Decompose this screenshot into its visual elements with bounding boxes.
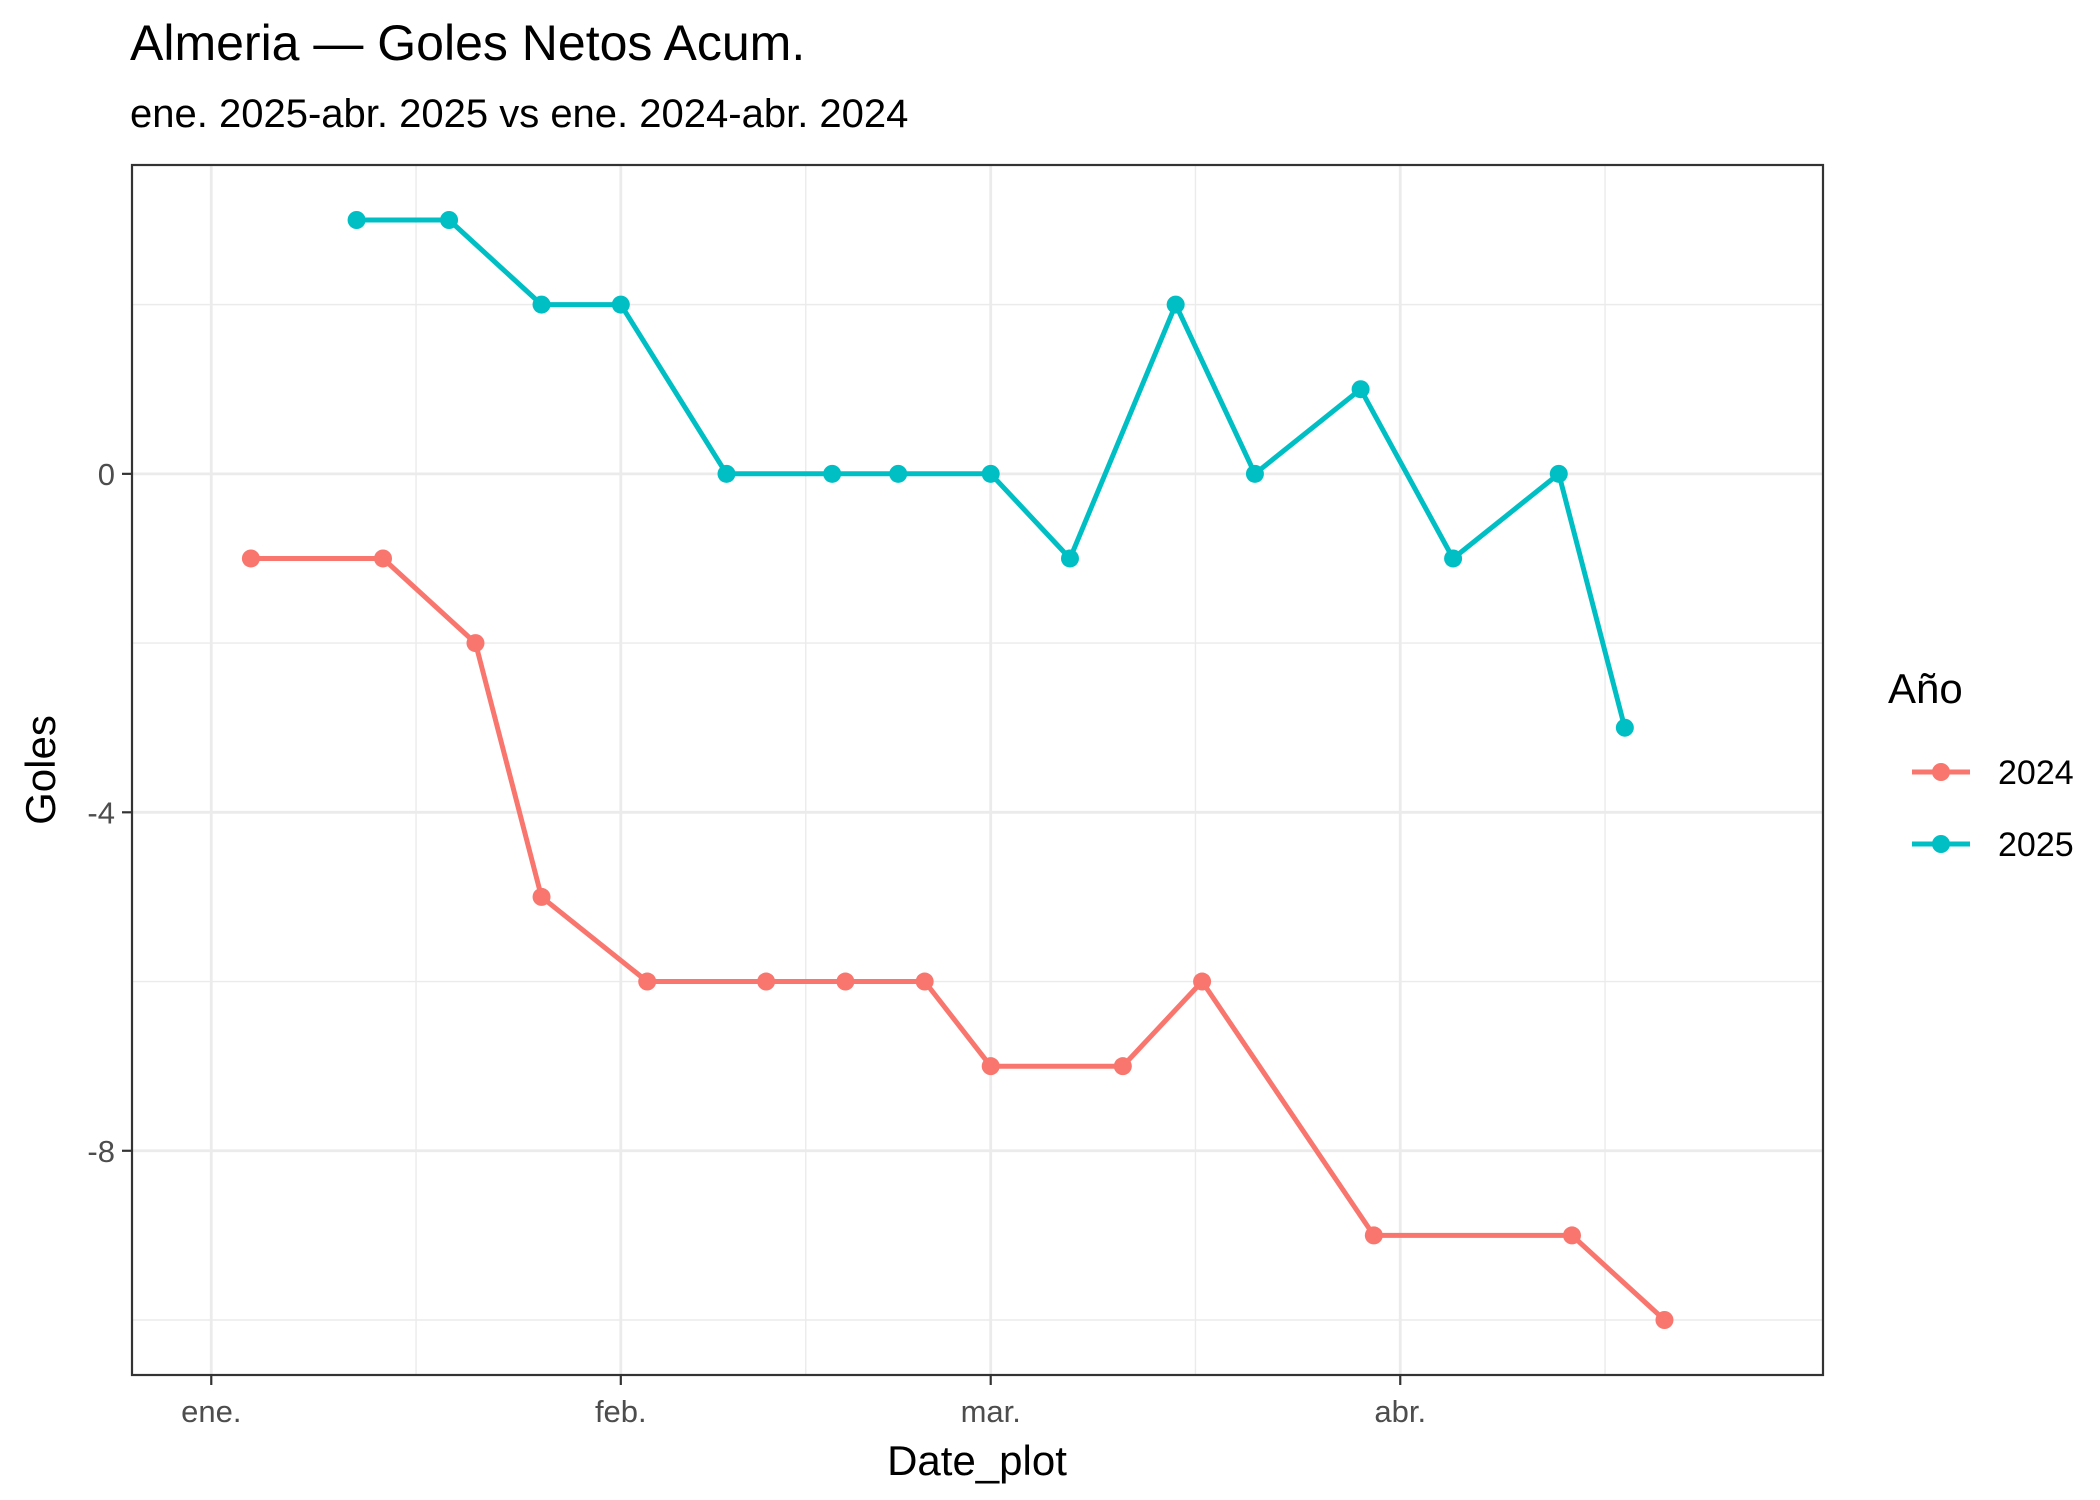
- x-axis: ene. feb. mar. abr.: [181, 1375, 1426, 1429]
- data-point-2024: [1193, 972, 1212, 991]
- data-point-2025: [1351, 380, 1370, 399]
- data-point-2025: [1166, 295, 1185, 314]
- y-axis: 0 -4 -8: [87, 457, 132, 1169]
- data-point-2024: [757, 972, 776, 991]
- data-point-2025: [981, 464, 1000, 483]
- x-tick-label: feb.: [595, 1394, 647, 1429]
- chart-title: Almeria — Goles Netos Acum.: [130, 15, 806, 71]
- legend-key-point: [1932, 835, 1950, 853]
- x-tick-label: mar.: [961, 1394, 1021, 1429]
- minor-grid: [132, 165, 1823, 1375]
- data-point-2025: [1245, 464, 1264, 483]
- data-point-2024: [915, 972, 934, 991]
- x-tick-label: abr.: [1374, 1394, 1426, 1429]
- data-point-2024: [638, 972, 657, 991]
- data-point-2025: [532, 295, 551, 314]
- x-axis-title: Date_plot: [887, 1437, 1067, 1484]
- data-point-2024: [981, 1057, 1000, 1076]
- y-tick-label: 0: [98, 457, 115, 492]
- data-point-2024: [532, 887, 551, 906]
- data-point-2025: [1444, 549, 1463, 568]
- data-point-2025: [1549, 464, 1568, 483]
- data-point-2025: [889, 464, 908, 483]
- series-2025: [347, 211, 1634, 737]
- plot-panel-background: [132, 165, 1823, 1375]
- data-point-2024: [1113, 1057, 1132, 1076]
- legend-key-point: [1932, 763, 1950, 781]
- legend-item-2025: 2025: [1912, 826, 2074, 864]
- data-point-2024: [466, 634, 485, 653]
- series-2024: [241, 549, 1674, 1329]
- legend-item-2024: 2024: [1912, 754, 2074, 792]
- series-line-2024: [250, 556, 1667, 1322]
- data-point-2024: [241, 549, 260, 568]
- data-point-2024: [374, 549, 393, 568]
- major-grid: [132, 165, 1823, 1375]
- legend-label: 2025: [1998, 826, 2074, 864]
- data-point-2025: [717, 464, 736, 483]
- y-tick-label: -4: [87, 795, 115, 830]
- x-tick-label: ene.: [181, 1394, 241, 1429]
- data-point-2025: [347, 211, 366, 229]
- data-point-2025: [1060, 549, 1079, 568]
- chart-subtitle: ene. 2025-abr. 2025 vs ene. 2024-abr. 20…: [130, 92, 909, 136]
- data-point-2025: [440, 211, 459, 229]
- data-point-2024: [1562, 1226, 1581, 1245]
- y-axis-title: Goles: [17, 715, 64, 825]
- legend-title: Año: [1888, 665, 1963, 712]
- series-layer: [241, 211, 1674, 1329]
- data-point-2025: [611, 295, 630, 314]
- data-point-2025: [823, 464, 842, 483]
- data-point-2024: [1655, 1311, 1674, 1329]
- data-point-2025: [1615, 718, 1634, 737]
- data-point-2024: [1364, 1226, 1383, 1245]
- plot-panel-border: [130, 163, 1825, 1377]
- legend-label: 2024: [1998, 754, 2074, 792]
- data-point-2024: [836, 972, 855, 991]
- legend: Año 2024 2025: [1888, 665, 2074, 864]
- y-tick-label: -8: [87, 1134, 115, 1169]
